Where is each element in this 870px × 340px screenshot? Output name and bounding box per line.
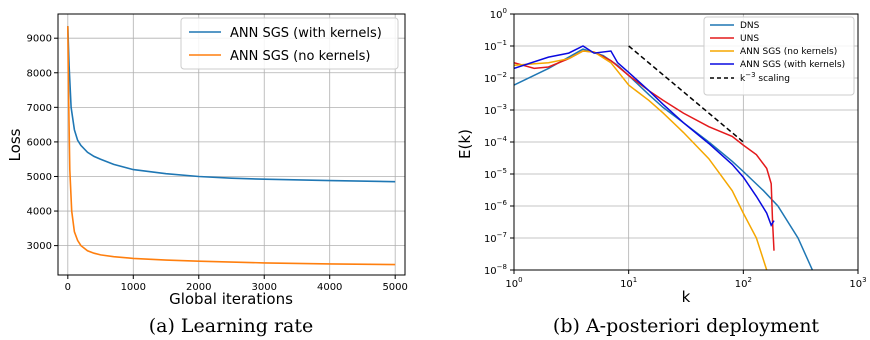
left-y-tick-label: 3000	[27, 241, 52, 252]
left-x-tick-label: 2000	[186, 282, 211, 293]
right-y-tick-label: 10−4	[484, 135, 508, 149]
right-series-line-4	[628, 45, 744, 143]
legend-label-ann-with-kernels: ANN SGS (with kernels)	[740, 60, 845, 70]
left-x-tick-label: 1000	[121, 282, 146, 293]
left-series-line-0	[67, 26, 396, 183]
left-x-tick-label: 4000	[317, 282, 342, 293]
left-y-tick-label: 5000	[27, 172, 52, 183]
left-series-lines	[67, 26, 396, 266]
right-x-tick-label: 103	[849, 276, 866, 290]
legend-label-no-kernels: ANN SGS (no kernels)	[230, 49, 370, 64]
right-series-line-0	[514, 48, 814, 270]
right-ticks: 100 101 102 103 10−8 10−7 10−6 10−5 10−4 10−3 10−2…	[484, 7, 867, 290]
right-series-lines	[514, 45, 814, 270]
right-caption: (b) A-posteriori deployment	[553, 315, 820, 337]
left-legend: ANN SGS (with kernels) ANN SGS (no kerne…	[180, 17, 399, 70]
left-x-axis-label: Global iterations	[169, 290, 293, 308]
right-y-tick-label: 10−2	[484, 71, 507, 85]
right-y-axis-label: E(k)	[456, 129, 474, 159]
right-series-line-2	[514, 50, 768, 270]
right-chart: 100 101 102 103 10−8 10−7 10−6 10−5 10−4 10−3 10−2…	[456, 7, 867, 337]
legend-label-k3-scaling: k−3 scaling	[740, 71, 790, 84]
right-legend: DNS UNS ANN SGS (no kernels) ANN SGS (wi…	[703, 16, 855, 96]
left-x-tick-label: 3000	[252, 282, 277, 293]
right-y-tick-label: 100	[490, 7, 507, 21]
left-y-tick-label: 8000	[27, 68, 52, 79]
left-y-tick-label: 4000	[27, 207, 52, 218]
left-y-axis-label: Loss	[6, 128, 24, 161]
legend-label-ann-no-kernels: ANN SGS (no kernels)	[740, 47, 837, 57]
right-y-tick-label: 10−5	[484, 167, 507, 181]
left-x-tick-label: 5000	[382, 282, 407, 293]
legend-label-dns: DNS	[740, 21, 760, 31]
right-x-tick-label: 100	[505, 276, 522, 290]
left-series-line-1	[67, 26, 396, 266]
left-ticks: 0 1000 2000 3000 4000 5000 3000 4000 5000 6000 700…	[27, 34, 408, 293]
left-y-tick-label: 9000	[27, 34, 52, 45]
right-legend-box	[703, 16, 855, 96]
right-y-tick-label: 10−6	[484, 199, 508, 213]
right-y-tick-label: 10−8	[484, 263, 507, 277]
right-x-tick-label: 102	[735, 276, 752, 290]
left-chart: 0 1000 2000 3000 4000 5000 3000 4000 5000 6000 700…	[6, 13, 408, 337]
left-y-tick-label: 6000	[27, 137, 52, 148]
left-x-tick-label: 0	[65, 282, 71, 293]
right-y-tick-label: 10−3	[484, 103, 507, 117]
legend-label-with-kernels: ANN SGS (with kernels)	[230, 26, 382, 41]
right-x-axis-label: k	[682, 288, 691, 306]
legend-label-uns: UNS	[740, 34, 759, 44]
left-legend-box	[180, 17, 399, 70]
right-series-line-3	[514, 45, 775, 228]
left-plot-frame	[57, 13, 406, 276]
right-y-tick-label: 10−1	[484, 39, 507, 53]
left-y-tick-label: 7000	[27, 103, 52, 114]
right-x-tick-label: 101	[620, 276, 637, 290]
right-y-tick-label: 10−7	[484, 231, 507, 245]
left-caption: (a) Learning rate	[149, 315, 314, 337]
